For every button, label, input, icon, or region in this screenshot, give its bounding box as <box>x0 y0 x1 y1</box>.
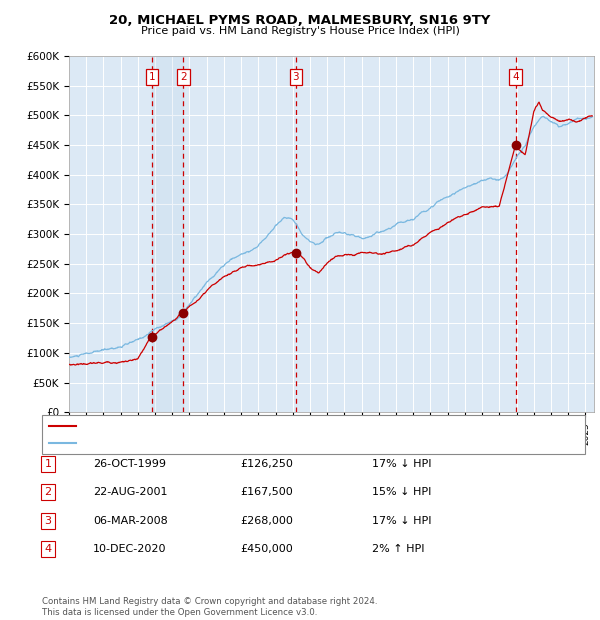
Text: Contains HM Land Registry data © Crown copyright and database right 2024.
This d: Contains HM Land Registry data © Crown c… <box>42 598 377 617</box>
Text: HPI: Average price, detached house, Wiltshire: HPI: Average price, detached house, Wilt… <box>82 438 321 448</box>
Text: £126,250: £126,250 <box>240 459 293 469</box>
Text: 26-OCT-1999: 26-OCT-1999 <box>93 459 166 469</box>
Text: 20, MICHAEL PYMS ROAD, MALMESBURY, SN16 9TY (detached house): 20, MICHAEL PYMS ROAD, MALMESBURY, SN16 … <box>82 421 442 431</box>
Text: 2% ↑ HPI: 2% ↑ HPI <box>372 544 425 554</box>
Text: 3: 3 <box>293 71 299 82</box>
Text: 17% ↓ HPI: 17% ↓ HPI <box>372 459 431 469</box>
Text: 2: 2 <box>180 71 187 82</box>
Text: 3: 3 <box>44 516 52 526</box>
Text: £167,500: £167,500 <box>240 487 293 497</box>
Text: 06-MAR-2008: 06-MAR-2008 <box>93 516 168 526</box>
Text: 2: 2 <box>44 487 52 497</box>
Text: 4: 4 <box>44 544 52 554</box>
Text: 1: 1 <box>44 459 52 469</box>
Text: 10-DEC-2020: 10-DEC-2020 <box>93 544 167 554</box>
Bar <box>152 56 183 412</box>
Text: 15% ↓ HPI: 15% ↓ HPI <box>372 487 431 497</box>
Text: 1: 1 <box>149 71 155 82</box>
Text: 22-AUG-2001: 22-AUG-2001 <box>93 487 167 497</box>
Text: £450,000: £450,000 <box>240 544 293 554</box>
Text: £268,000: £268,000 <box>240 516 293 526</box>
Text: 4: 4 <box>512 71 519 82</box>
Text: 20, MICHAEL PYMS ROAD, MALMESBURY, SN16 9TY: 20, MICHAEL PYMS ROAD, MALMESBURY, SN16 … <box>109 14 491 27</box>
Text: 17% ↓ HPI: 17% ↓ HPI <box>372 516 431 526</box>
Text: Price paid vs. HM Land Registry's House Price Index (HPI): Price paid vs. HM Land Registry's House … <box>140 26 460 36</box>
